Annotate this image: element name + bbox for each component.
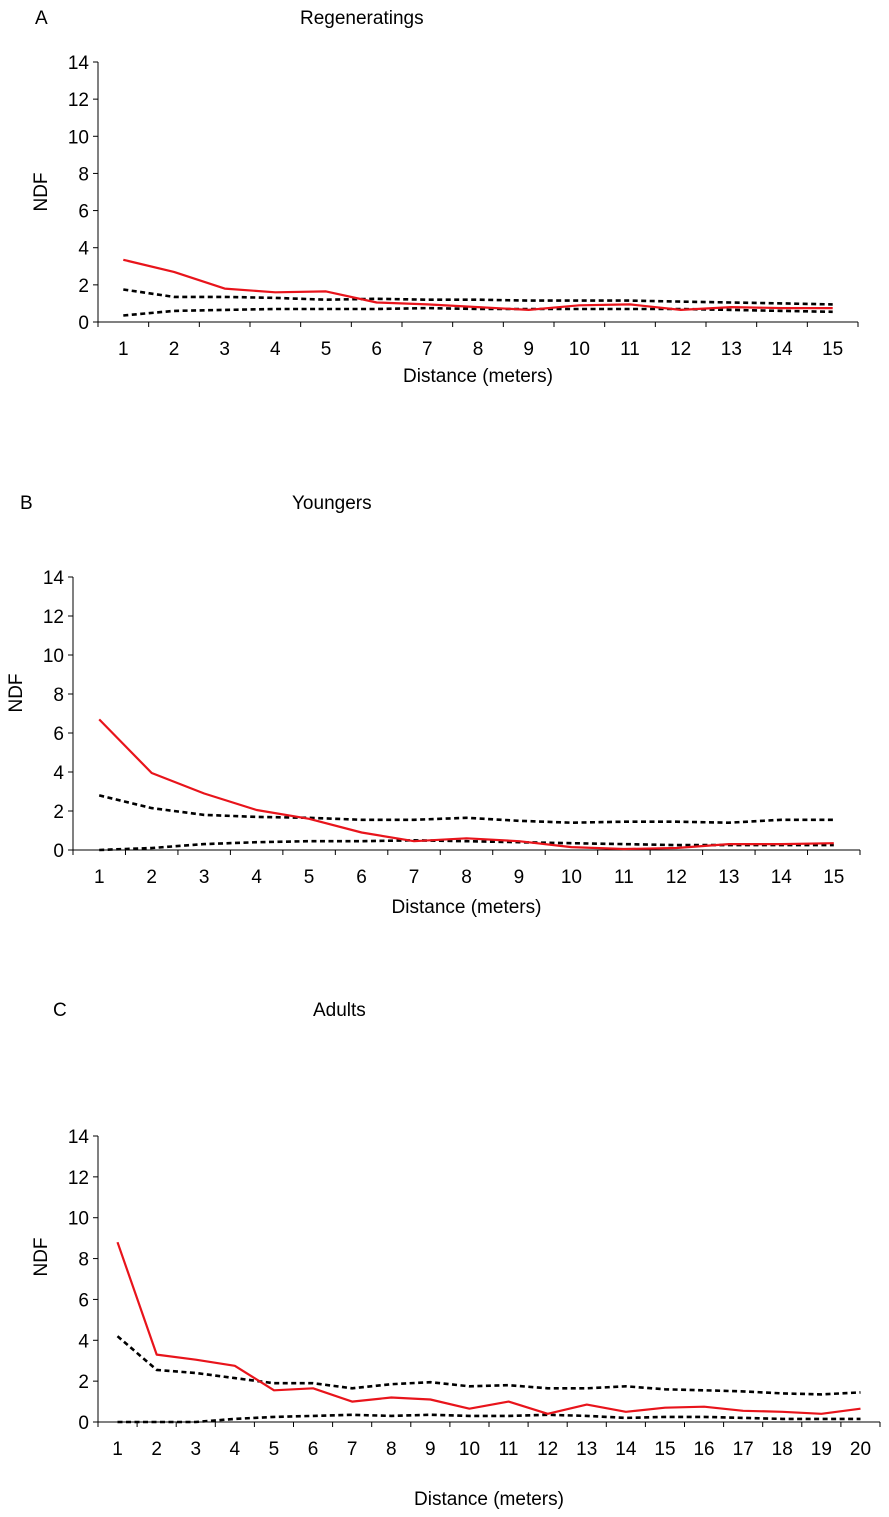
x-tick-label: 1 xyxy=(118,339,129,360)
x-tick-label: 13 xyxy=(718,867,739,888)
x-tick-label: 15 xyxy=(823,867,844,888)
y-tick-label: 14 xyxy=(68,1127,90,1148)
observed-series-line xyxy=(123,258,833,311)
observed-series-line xyxy=(116,1241,861,1415)
x-tick-label: 18 xyxy=(772,1439,793,1460)
x-tick-label: 19 xyxy=(811,1439,832,1460)
x-tick-label: 6 xyxy=(308,1439,319,1460)
x-tick-label: 11 xyxy=(620,339,640,360)
x-tick-label: 3 xyxy=(199,867,210,888)
y-tick-label: 6 xyxy=(78,202,89,223)
x-tick-label: 15 xyxy=(822,339,843,360)
x-tick-label: 12 xyxy=(670,339,691,360)
y-tick-label: 0 xyxy=(78,313,89,334)
x-tick-label: 13 xyxy=(576,1439,597,1460)
x-tick-label: 9 xyxy=(523,339,534,360)
x-tick-label: 11 xyxy=(614,867,634,888)
x-tick-label: 3 xyxy=(219,339,230,360)
panel-a-title: Regeneratings xyxy=(300,8,424,29)
x-tick-label: 7 xyxy=(409,867,420,888)
observed-series-line xyxy=(98,718,834,851)
envelope-series-line-1 xyxy=(116,1335,861,1396)
x-tick-label: 2 xyxy=(169,339,180,360)
x-axis-title: Distance (meters) xyxy=(414,1489,564,1510)
x-tick-label: 17 xyxy=(733,1439,754,1460)
x-tick-label: 6 xyxy=(371,339,382,360)
y-tick-label: 8 xyxy=(53,685,64,706)
envelope-series-line-1 xyxy=(98,794,834,825)
y-tick-label: 4 xyxy=(78,239,89,260)
y-tick-label: 12 xyxy=(68,1168,89,1189)
x-tick-label: 8 xyxy=(461,867,472,888)
panel-b-title: Youngers xyxy=(292,493,372,514)
y-tick-label: 4 xyxy=(78,1331,89,1352)
y-tick-label: 10 xyxy=(43,646,64,667)
x-tick-label: 12 xyxy=(537,1439,558,1460)
x-tick-label: 3 xyxy=(190,1439,201,1460)
y-tick-label: 10 xyxy=(68,127,89,148)
y-tick-label: 4 xyxy=(53,763,64,784)
x-tick-label: 4 xyxy=(230,1439,241,1460)
x-tick-label: 14 xyxy=(771,339,793,360)
x-tick-label: 8 xyxy=(473,339,484,360)
panel-a-letter: A xyxy=(35,8,48,29)
x-tick-label: 10 xyxy=(569,339,590,360)
y-tick-label: 0 xyxy=(53,841,64,862)
x-tick-label: 9 xyxy=(425,1439,436,1460)
x-tick-label: 20 xyxy=(850,1439,871,1460)
y-tick-label: 14 xyxy=(68,53,90,74)
x-tick-label: 15 xyxy=(654,1439,675,1460)
y-axis-title: NDF xyxy=(31,1237,52,1276)
x-tick-label: 11 xyxy=(499,1439,519,1460)
x-tick-label: 13 xyxy=(721,339,742,360)
y-tick-label: 12 xyxy=(43,607,64,628)
x-tick-label: 1 xyxy=(112,1439,123,1460)
envelope-series-line-2 xyxy=(117,1413,861,1424)
x-tick-label: 4 xyxy=(251,867,262,888)
x-tick-label: 8 xyxy=(386,1439,397,1460)
x-tick-label: 10 xyxy=(459,1439,480,1460)
y-tick-label: 8 xyxy=(78,164,89,185)
y-tick-label: 2 xyxy=(53,802,64,823)
x-tick-label: 10 xyxy=(561,867,582,888)
x-tick-label: 9 xyxy=(514,867,525,888)
x-tick-label: 2 xyxy=(151,1439,162,1460)
x-tick-label: 7 xyxy=(422,339,433,360)
y-tick-label: 12 xyxy=(68,90,89,111)
x-tick-label: 14 xyxy=(615,1439,637,1460)
y-tick-label: 6 xyxy=(53,724,64,745)
x-tick-label: 7 xyxy=(347,1439,358,1460)
x-axis-title: Distance (meters) xyxy=(403,366,553,387)
y-tick-label: 6 xyxy=(78,1290,89,1311)
y-tick-label: 10 xyxy=(68,1209,89,1230)
panel-c-title: Adults xyxy=(313,1000,366,1021)
x-tick-label: 12 xyxy=(666,867,687,888)
x-tick-label: 5 xyxy=(304,867,315,888)
envelope-series-line-1 xyxy=(123,288,833,306)
y-axis-title: NDF xyxy=(6,673,27,712)
x-tick-label: 5 xyxy=(321,339,332,360)
x-tick-label: 4 xyxy=(270,339,281,360)
y-tick-label: 14 xyxy=(43,568,65,589)
x-tick-label: 14 xyxy=(771,867,793,888)
y-tick-label: 8 xyxy=(78,1250,89,1271)
envelope-series-line-2 xyxy=(123,306,833,317)
y-tick-label: 0 xyxy=(78,1413,89,1434)
y-tick-label: 2 xyxy=(78,276,89,297)
x-axis-title: Distance (meters) xyxy=(392,897,542,918)
panel-c-letter: C xyxy=(53,1000,67,1021)
x-tick-label: 6 xyxy=(356,867,367,888)
y-axis-title: NDF xyxy=(31,172,52,211)
x-tick-label: 16 xyxy=(693,1439,714,1460)
panel-b-letter: B xyxy=(20,493,33,514)
x-tick-label: 5 xyxy=(269,1439,280,1460)
x-tick-label: 1 xyxy=(94,867,105,888)
y-tick-label: 2 xyxy=(78,1372,89,1393)
x-tick-label: 2 xyxy=(146,867,157,888)
